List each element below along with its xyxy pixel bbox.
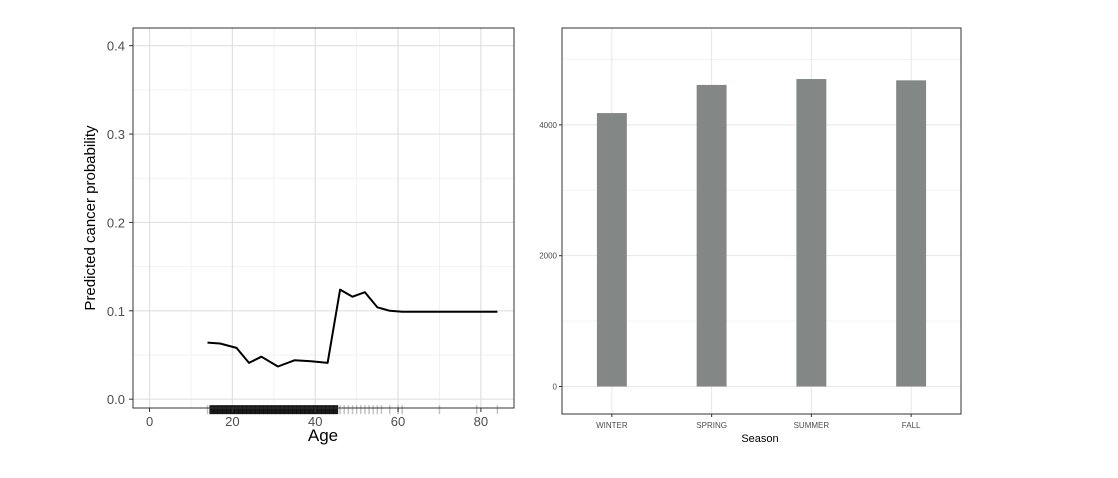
left-x-tick-label: 60	[391, 414, 405, 429]
right-plot-border	[561, 27, 962, 415]
right-x-axis-title: Season	[741, 433, 778, 445]
bar-summer	[796, 79, 827, 387]
left-y-axis: 0.0 0.1 0.2 0.3 0.4	[107, 39, 133, 407]
right-x-tick-label: WINTER	[596, 421, 628, 430]
left-y-tick-label: 0.1	[107, 304, 125, 319]
left-series	[207, 288, 498, 368]
left-x-tick-label: 20	[225, 414, 239, 429]
right-bars	[596, 79, 927, 387]
right-y-tick-label: 4000	[539, 121, 557, 130]
left-chart: 0.0 0.1 0.2 0.3 0.4 0 20 40 60 80 Age Predicted …	[82, 27, 515, 445]
left-x-tick-label: 40	[308, 414, 322, 429]
left-gridlines	[133, 28, 514, 408]
bar-fall	[896, 80, 927, 387]
right-x-tick-label: SPRING	[696, 421, 727, 430]
left-x-tick-label: 0	[146, 414, 153, 429]
right-x-tick-label: FALL	[902, 421, 921, 430]
left-y-tick-label: 0.0	[107, 392, 125, 407]
right-plot-panel	[562, 28, 961, 414]
right-x-tick-label: SUMMER	[794, 421, 830, 430]
left-x-axis: 0 20 40 60 80	[146, 408, 488, 429]
left-y-tick-label: 0.3	[107, 127, 125, 142]
left-y-tick-label: 0.2	[107, 215, 125, 230]
right-x-axis: WINTER SPRING SUMMER FALL	[596, 414, 921, 430]
bar-spring	[696, 84, 727, 387]
left-y-tick-label: 0.4	[107, 39, 125, 54]
right-y-tick-label: 2000	[539, 252, 557, 261]
bar-winter	[596, 113, 627, 387]
left-x-axis-title: Age	[308, 426, 338, 445]
right-y-tick-label: 0	[553, 383, 558, 392]
left-plot-border	[132, 27, 515, 409]
series-line	[207, 288, 498, 368]
left-plot-panel	[133, 28, 514, 408]
right-chart: 0 2000 4000 WINTER SPRING SUMMER FALL Season	[539, 27, 962, 445]
right-y-axis: 0 2000 4000	[539, 121, 562, 392]
left-y-axis-title: Predicted cancer probability	[82, 125, 99, 311]
left-x-tick-label: 80	[474, 414, 488, 429]
